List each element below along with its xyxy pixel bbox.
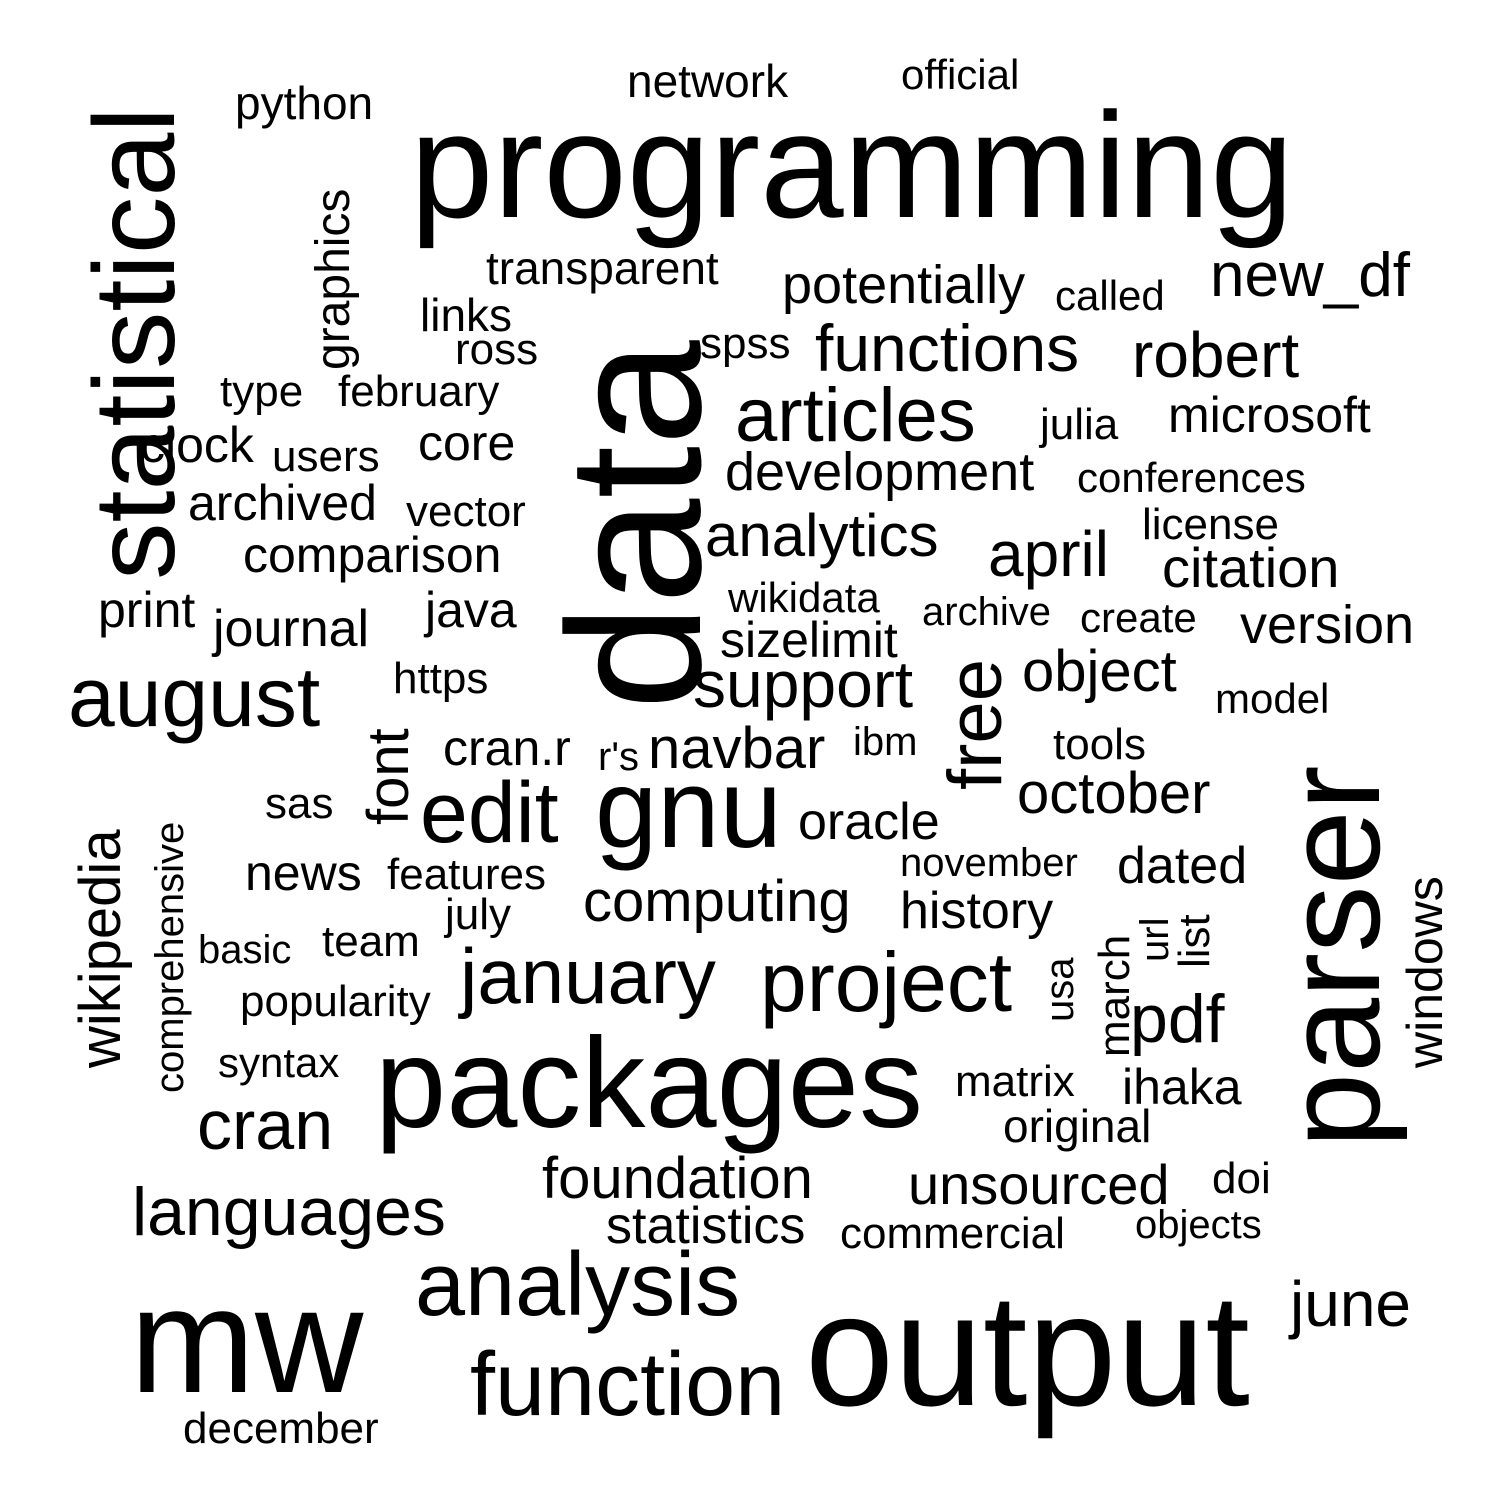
word-popularity: popularity: [240, 977, 431, 1026]
word-official: official: [901, 51, 1020, 98]
word-object: object: [1022, 639, 1177, 704]
word-core: core: [418, 415, 516, 471]
word-users: users: [272, 432, 380, 481]
word-create: create: [1080, 594, 1197, 641]
word-https: https: [393, 654, 489, 703]
word-license: license: [1142, 500, 1279, 549]
word-list: list: [1170, 914, 1219, 968]
word-objects: objects: [1135, 1203, 1262, 1247]
word-languages: languages: [132, 1174, 446, 1250]
word-basic: basic: [198, 928, 292, 972]
word-vector: vector: [406, 487, 526, 536]
word-cran: cran: [197, 1086, 334, 1164]
word-wikidata: wikidata: [728, 574, 880, 621]
word-march: march: [1090, 934, 1139, 1057]
word-unsourced: unsourced: [908, 1153, 1170, 1216]
word-sizelimit: sizelimit: [720, 612, 898, 668]
word-original: original: [1003, 1100, 1152, 1152]
word-network: network: [627, 55, 789, 107]
word-ross: ross: [455, 325, 539, 374]
word-computing: computing: [583, 869, 851, 934]
word-team: team: [322, 917, 420, 966]
word-mw: mw: [130, 1256, 364, 1424]
word-december: december: [183, 1404, 379, 1453]
word-syntax: syntax: [218, 1039, 340, 1086]
word-java: java: [425, 582, 517, 638]
word-clock: clock: [140, 417, 254, 473]
word-functions: functions: [815, 311, 1080, 385]
word-graphics: graphics: [307, 188, 360, 370]
word-type: type: [220, 367, 304, 416]
word-conferences: conferences: [1077, 454, 1306, 501]
word-support: support: [693, 647, 914, 721]
word-doi: doi: [1212, 1154, 1271, 1203]
word-development: development: [725, 442, 1035, 502]
word-journal: journal: [213, 600, 370, 658]
word-news: news: [245, 845, 362, 901]
word-comprehensive: comprehensive: [148, 821, 192, 1093]
word-history: history: [900, 882, 1054, 940]
word-function: function: [470, 1335, 786, 1435]
word-cran-r: cran.r: [443, 720, 571, 776]
word-usa: usa: [1038, 957, 1082, 1023]
word-sas: sas: [265, 779, 334, 828]
word-robert: robert: [1132, 319, 1300, 391]
word-ihaka: ihaka: [1122, 1059, 1242, 1115]
word-model: model: [1215, 675, 1330, 722]
word-tools: tools: [1053, 720, 1146, 769]
word-font: font: [356, 728, 421, 825]
word-features: features: [387, 850, 546, 899]
word-wikipedia: wikipedia: [68, 829, 133, 1068]
word-r-s: r's: [598, 735, 639, 779]
word-programming: programming: [410, 81, 1294, 249]
word-statistical: statistical: [71, 107, 199, 580]
word-january: january: [460, 932, 716, 1020]
word-october: october: [1017, 761, 1211, 826]
word-articles: articles: [735, 373, 976, 458]
word-dated: dated: [1117, 837, 1248, 895]
word-navbar: navbar: [648, 716, 826, 781]
word-oracle: oracle: [798, 793, 940, 851]
word-spss: spss: [700, 319, 791, 368]
word-november: november: [900, 841, 1078, 885]
word-gnu: gnu: [595, 746, 782, 871]
word-windows: windows: [1397, 876, 1453, 1068]
word-foundation: foundation: [542, 1146, 813, 1211]
word-comparison: comparison: [243, 527, 502, 583]
word-archived: archived: [188, 475, 377, 531]
word-archive: archive: [922, 590, 1051, 634]
word-pdf: pdf: [1130, 981, 1225, 1057]
word-citation: citation: [1162, 536, 1340, 599]
word-data: data: [529, 340, 741, 710]
word-potentially: potentially: [782, 255, 1026, 315]
word-free: free: [933, 659, 1018, 790]
word-links: links: [420, 289, 513, 341]
word-project: project: [760, 935, 1013, 1029]
word-statistics: statistics: [606, 1197, 806, 1255]
word-april: april: [988, 518, 1109, 590]
word-packages: packages: [375, 1012, 923, 1155]
word-version: version: [1240, 595, 1415, 655]
word-ibm: ibm: [853, 720, 918, 764]
word-commercial: commercial: [840, 1209, 1065, 1258]
word-python: python: [235, 77, 374, 129]
word-transparent: transparent: [486, 242, 719, 294]
word-july: july: [445, 890, 512, 939]
word-microsoft: microsoft: [1168, 387, 1371, 443]
word-new_df: new_df: [1210, 241, 1410, 310]
word-url: url: [1133, 917, 1177, 962]
word-edit: edit: [420, 765, 559, 861]
word-august: august: [68, 650, 321, 744]
word-print: print: [98, 582, 196, 638]
word-called: called: [1055, 272, 1165, 319]
word-february: february: [338, 367, 500, 416]
word-june: june: [1290, 1268, 1411, 1340]
word-output: output: [805, 1260, 1250, 1439]
word-julia: julia: [1040, 400, 1119, 449]
word-analysis: analysis: [415, 1235, 741, 1335]
word-matrix: matrix: [955, 1057, 1075, 1106]
word-parser: parser: [1257, 765, 1408, 1148]
word-analytics: analytics: [705, 502, 939, 569]
